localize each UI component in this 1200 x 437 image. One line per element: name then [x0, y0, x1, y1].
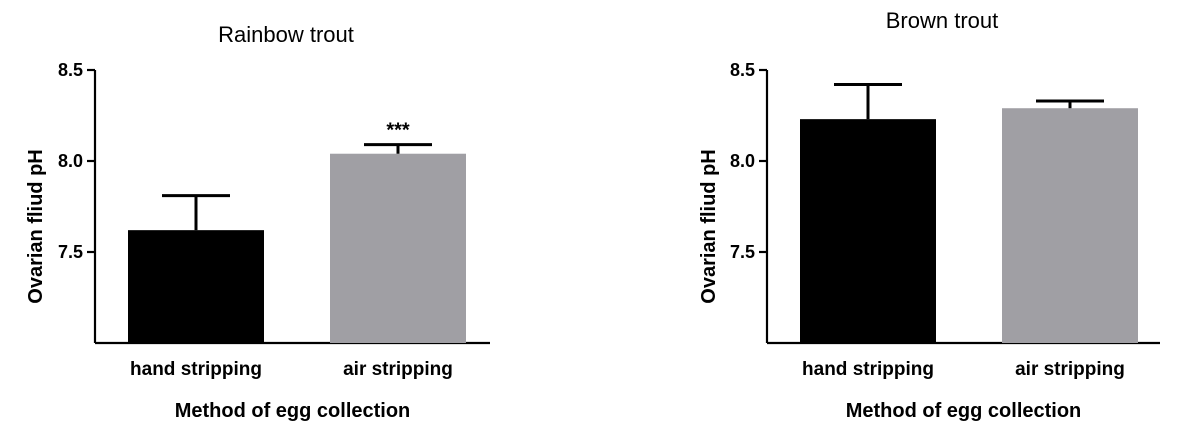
y-axis-label: Ovarian fliud pH — [25, 149, 47, 303]
y-tick-label: 8.0 — [730, 151, 755, 171]
y-axis-label: Ovarian fliud pH — [698, 149, 720, 303]
x-tick-label: air stripping — [343, 359, 453, 380]
x-axis-label: Method of egg collection — [175, 400, 411, 422]
x-tick-label: hand stripping — [130, 359, 262, 380]
bar-2 — [1002, 108, 1138, 343]
chart-title: Brown trout — [886, 8, 999, 33]
y-tick-label: 8.5 — [730, 60, 755, 80]
chart-title: Rainbow trout — [218, 22, 354, 47]
significance-marker: *** — [386, 120, 410, 142]
x-tick-label: air stripping — [1015, 359, 1125, 380]
bar-2 — [330, 153, 466, 343]
y-tick-label: 7.5 — [58, 242, 83, 262]
bar-1 — [128, 230, 264, 343]
x-axis-label: Method of egg collection — [846, 400, 1082, 422]
chart-panel-2: Brown trout 7.5 8.0 8.5 hand stripping air st… — [698, 8, 1160, 422]
y-tick-label: 7.5 — [730, 242, 755, 262]
y-tick-label: 8.0 — [58, 151, 83, 171]
chart-panel-1: Rainbow trout 7.5 8.0 8.5 hand stripping air … — [25, 22, 490, 422]
x-tick-label: hand stripping — [802, 359, 934, 380]
y-tick-label: 8.5 — [58, 60, 83, 80]
bar-1 — [800, 119, 936, 343]
